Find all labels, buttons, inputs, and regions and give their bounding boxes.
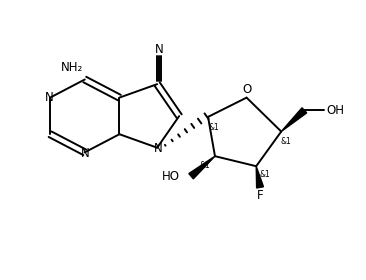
Text: N: N	[155, 43, 164, 56]
Text: &1: &1	[280, 137, 291, 146]
Text: &1: &1	[209, 123, 219, 132]
Text: &1: &1	[259, 170, 270, 179]
Text: OH: OH	[326, 104, 344, 117]
Text: O: O	[242, 83, 251, 96]
Text: N: N	[81, 147, 89, 160]
Text: &1: &1	[200, 161, 211, 170]
Text: N: N	[154, 142, 163, 155]
Polygon shape	[256, 166, 264, 188]
Text: N: N	[45, 91, 53, 104]
Polygon shape	[189, 156, 215, 179]
Text: NH₂: NH₂	[61, 61, 83, 74]
Text: HO: HO	[162, 170, 180, 183]
Text: F: F	[257, 189, 264, 202]
Polygon shape	[281, 108, 307, 132]
